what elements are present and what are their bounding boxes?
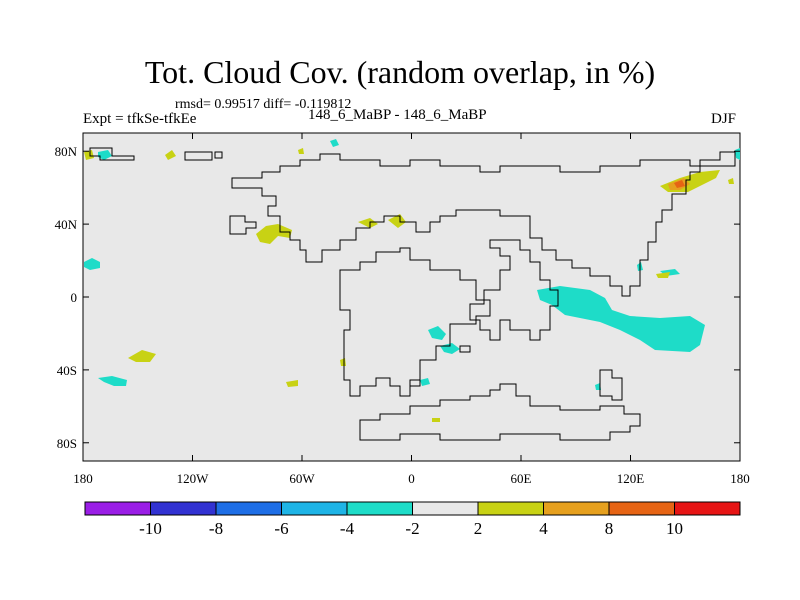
continent-outlines (89, 147, 736, 441)
x-tick-label: 180 (730, 471, 750, 486)
anomaly-patch-antarctic (432, 418, 440, 422)
x-tick-label: 120E (617, 471, 645, 486)
x-tick-label: 0 (408, 471, 415, 486)
colorbar-swatch (281, 501, 348, 516)
colorbar-label: -6 (274, 519, 288, 538)
colorbar-swatch (150, 501, 217, 516)
colorbar-label: 10 (666, 519, 683, 538)
x-axis: 180 120W 60W 0 60E 120E 180 (73, 133, 750, 486)
experiment-id-label: Expt = tfkSe-tfkEe (83, 111, 197, 127)
anomaly-patch-south-atlantic (286, 380, 298, 387)
colorbar-swatch (608, 501, 675, 516)
y-tick-label: 0 (71, 290, 78, 305)
y-axis: 80N 40N 0 40S 80S (55, 144, 740, 451)
colorbar-swatch (215, 501, 282, 516)
season-label: DJF (711, 111, 737, 127)
colorbar-label: 8 (605, 519, 614, 538)
anomaly-patch-arctic-ne (728, 178, 734, 184)
coastline-south-atlantic-islands (409, 345, 471, 387)
coastline-africa (469, 239, 559, 341)
x-tick-label: 120W (177, 471, 210, 486)
y-tick-label: 80S (57, 436, 77, 451)
coastline-australia (599, 369, 623, 401)
colorbar-label: 4 (539, 519, 548, 538)
anomaly-patch-arctic-north-1 (165, 150, 176, 160)
anomaly-patch-arctic-west (98, 150, 112, 160)
colorbar-swatch (543, 501, 610, 516)
coastline-antarctica (359, 383, 641, 441)
colorbar-swatch (477, 501, 544, 516)
anomaly-patch-indian-ocean (537, 286, 705, 352)
y-tick-label: 40N (55, 217, 78, 232)
anomaly-patch-southern-ocean (420, 378, 430, 386)
anomaly-patch-africa-south (428, 326, 446, 340)
anomaly-patch-east-asia-peak (674, 180, 685, 188)
experiment-names-label: 148_6_MaBP - 148_6_MaBP (308, 107, 487, 123)
plot-area (82, 132, 741, 462)
anomaly-patch-greenland (330, 139, 339, 147)
anomaly-patch-north-atlantic (256, 224, 292, 244)
anomaly-patch-arctic-north-2 (84, 150, 94, 160)
anomaly-patch-south-pacific (128, 350, 156, 362)
anomaly-patches (84, 139, 740, 422)
anomaly-patch-north-sea (388, 214, 406, 228)
x-tick-label: 180 (73, 471, 93, 486)
chart-title: Tot. Cloud Cov. (random overlap, in %) (144, 54, 656, 90)
x-tick-label: 60E (511, 471, 532, 486)
colorbar-swatch (674, 501, 741, 516)
coastline-north-america-asia (231, 151, 736, 297)
coastline-south-america (339, 247, 491, 397)
anomaly-patch-europe (358, 218, 378, 228)
colorbar-swatch (412, 501, 479, 516)
colorbar-swatch (84, 501, 151, 516)
anomaly-patch-pacific-north (84, 258, 100, 270)
colorbar-swatch (346, 501, 413, 516)
anomaly-patch-pacific-northeast (656, 272, 670, 278)
y-tick-label: 80N (55, 144, 78, 159)
x-tick-label: 60W (289, 471, 315, 486)
coastline-mexico-central-america (229, 215, 257, 235)
anomaly-patch-pacific-south (98, 376, 127, 386)
colorbar: -10 -8 -6 -4 -2 2 4 8 10 (84, 501, 741, 538)
colorbar-label: -4 (340, 519, 355, 538)
stats-text: rmsd= 0.99517 diff= -0.119812 (175, 97, 352, 112)
coastline-arctic-islands (184, 151, 223, 161)
colorbar-label: -10 (139, 519, 162, 538)
y-tick-label: 40S (57, 363, 77, 378)
coastline-arctic (89, 147, 135, 161)
colorbar-label: -2 (405, 519, 419, 538)
colorbar-label: -8 (209, 519, 223, 538)
anomaly-patch-alaska (298, 148, 304, 154)
colorbar-label: 2 (474, 519, 483, 538)
